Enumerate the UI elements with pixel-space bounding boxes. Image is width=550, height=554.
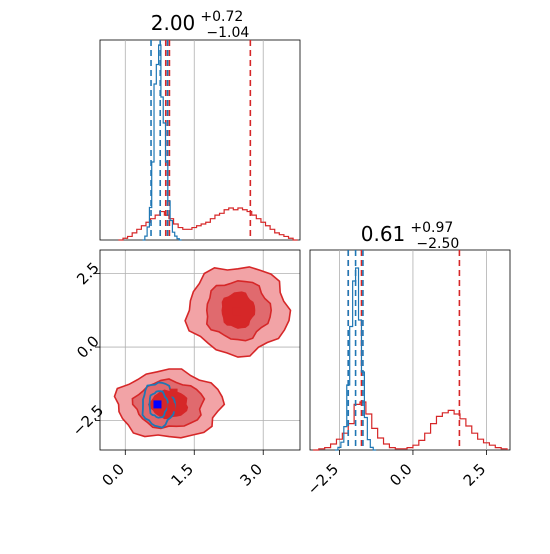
blue-contour-level1 [148, 390, 169, 419]
y-marginal-tick-labels: −2.5 0.0 2.5 [304, 450, 490, 499]
red-marker-0 [232, 307, 241, 316]
x-marginal-grid [124, 40, 264, 240]
joint-x-tick-label-1: 1.5 [167, 460, 197, 490]
red-marker-1 [169, 388, 178, 397]
x-marginal-histogram-blue [142, 44, 182, 241]
joint-y-tick-label-1: 0.0 [73, 332, 103, 362]
x-marginal-title: 2.00 +0.72 −1.04 [151, 6, 250, 41]
y-marginal-histogram-red [312, 401, 508, 451]
panel-y-marginal: −2.5 0.0 2.5 0.61 +0.97 −2.50 [304, 217, 511, 499]
red-marker-2 [167, 403, 176, 412]
y-marginal-grid [339, 250, 487, 450]
panel-x-marginal-frame [99, 39, 301, 241]
y-marginal-title: 0.61 +0.97 −2.50 [361, 217, 460, 252]
x-marginal-series [118, 40, 298, 241]
x-title-lower-error: −1.04 [206, 25, 249, 41]
joint-x-tick-label-2: 3.0 [236, 460, 266, 490]
joint-x-tick-label-0: 0.0 [99, 460, 129, 490]
y-title-value: 0.61 [361, 222, 406, 246]
blue-contour-level0 [141, 381, 177, 429]
y-marginal-x-tick-label-1: 0.0 [386, 460, 416, 490]
y-marginal-x-tick-label-0: −2.5 [304, 460, 342, 498]
blue-marker [153, 400, 162, 409]
joint-y-tick-label-2: 2.5 [73, 259, 103, 289]
panel-joint-frame [99, 249, 301, 451]
panel-y-marginal-frame [309, 249, 511, 451]
y-title-lower-error: −2.50 [416, 236, 459, 252]
y-marginal-x-tick-label-2: 2.5 [460, 460, 490, 490]
joint-contours [113, 266, 292, 439]
x-title-value: 2.00 [151, 11, 196, 35]
y-title-upper-error: +0.97 [410, 220, 453, 236]
panel-joint: 0.0 1.5 3.0−2.50.02.5 [69, 249, 301, 490]
panel-x-marginal: 2.00 +0.72 −1.04 [99, 6, 301, 241]
y-marginal-series [312, 250, 508, 451]
x-title-upper-error: +0.72 [200, 9, 243, 25]
